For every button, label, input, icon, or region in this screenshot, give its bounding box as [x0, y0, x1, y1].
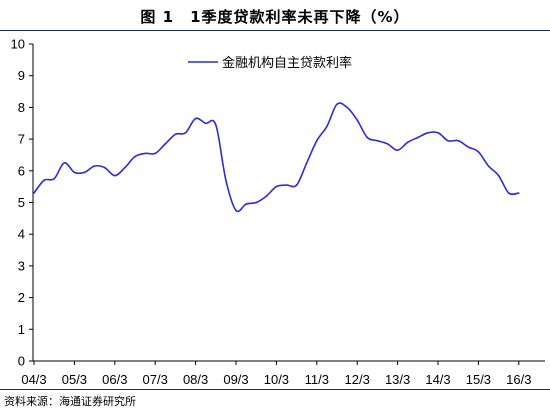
data-point [164, 143, 167, 145]
data-point [417, 136, 419, 139]
x-tick-label: 06/3 [102, 372, 127, 387]
series-line [33, 102, 519, 213]
x-tick-label: 15/3 [466, 372, 491, 387]
data-point [376, 139, 379, 142]
data-point [184, 131, 187, 134]
x-tick-label: 04/3 [21, 372, 46, 387]
data-point [93, 165, 96, 167]
legend: 金融机构自主贷款利率 [188, 55, 352, 71]
y-tick-label: 7 [18, 132, 25, 147]
data-point [467, 146, 470, 148]
y-tick-label: 8 [18, 100, 25, 115]
data-point [144, 152, 146, 155]
y-tick-label: 0 [18, 354, 25, 369]
data-point [235, 209, 237, 212]
data-point [437, 131, 439, 134]
x-tick-label: 12/3 [345, 372, 370, 387]
data-point [134, 155, 136, 158]
data-point [356, 119, 359, 121]
data-point [255, 201, 257, 204]
data-point [245, 203, 247, 205]
data-point [215, 124, 217, 126]
data-point [174, 133, 177, 136]
data-point [73, 171, 76, 174]
data-point [33, 192, 35, 194]
data-point [265, 195, 268, 197]
data-point [396, 149, 399, 151]
data-point [406, 141, 409, 144]
data-point [114, 174, 116, 177]
y-tick-label: 2 [18, 290, 25, 305]
x-tick-label: 09/3 [223, 372, 248, 387]
data-point [366, 136, 369, 139]
data-point [326, 125, 328, 128]
y-tick-label: 1 [18, 322, 25, 337]
data-point [275, 185, 278, 188]
x-tick-label: 10/3 [264, 372, 289, 387]
data-point [497, 174, 500, 177]
data-point [427, 131, 429, 134]
data-point [447, 139, 449, 142]
title-bar: 图 1 1季度贷款利率未再下降（%） [0, 0, 550, 31]
data-point [305, 162, 308, 164]
x-tick-label: 13/3 [385, 372, 410, 387]
data-point [63, 162, 66, 164]
data-point [336, 103, 338, 106]
data-point [386, 143, 389, 145]
x-tick-label: 14/3 [425, 372, 450, 387]
data-point [103, 166, 106, 169]
chart-title: 图 1 1季度贷款利率未再下降（%） [140, 8, 410, 26]
y-axis-ticks: 0 1 2 3 4 5 6 7 8 9 10 [11, 37, 33, 369]
data-point [507, 192, 510, 194]
y-tick-label: 4 [18, 227, 25, 242]
data-point [295, 184, 298, 186]
data-point [124, 166, 126, 169]
data-point [194, 117, 197, 120]
data-point [83, 171, 86, 174]
x-tick-label: 07/3 [143, 372, 168, 387]
data-point [518, 192, 520, 194]
x-tick-label: 16/3 [506, 372, 531, 387]
axes [32, 44, 545, 362]
x-tick-label: 11/3 [305, 372, 329, 387]
data-point [477, 150, 480, 153]
plot-area [33, 102, 520, 213]
data-point [154, 152, 156, 155]
y-tick-label: 5 [18, 195, 25, 210]
data-point [204, 122, 207, 125]
legend-label: 金融机构自主贷款利率 [222, 55, 352, 71]
data-point [43, 179, 45, 182]
y-tick-label: 6 [18, 163, 25, 178]
data-point [285, 184, 288, 186]
y-tick-label: 3 [18, 258, 25, 273]
y-tick-label: 9 [18, 68, 25, 83]
data-point [487, 165, 490, 167]
y-tick-label: 10 [11, 37, 25, 52]
source-note: 资料来源：海通证券研究所 [4, 395, 136, 408]
x-tick-label: 08/3 [183, 372, 208, 387]
line-chart: 0 1 2 3 4 5 6 7 8 9 10 04/3 05/3 06/3 07/3 08/3 09/3 10/… [11, 37, 545, 387]
data-point [225, 179, 227, 182]
x-tick-label: 05/3 [62, 372, 87, 387]
data-point [457, 139, 460, 142]
data-point [346, 106, 348, 109]
data-point [53, 177, 55, 180]
bottom-rule [0, 389, 550, 390]
data-point [316, 139, 318, 142]
x-axis-ticks: 04/3 05/3 06/3 07/3 08/3 09/3 10/3 11/3 12/3 13/3… [21, 361, 531, 387]
